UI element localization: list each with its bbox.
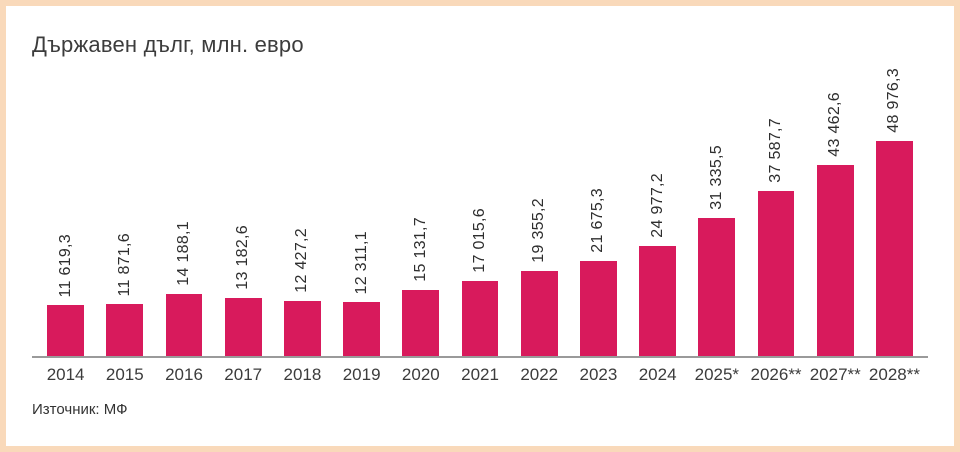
bar-column: 12 311,1 — [332, 230, 391, 356]
x-axis-tick-label: 2022 — [520, 365, 559, 384]
x-axis-tick-label: 2024 — [638, 365, 677, 384]
x-axis-tick-label: 2020 — [401, 365, 440, 384]
bar — [402, 290, 440, 356]
bar-column: 11 871,6 — [95, 232, 154, 356]
x-axis-tick-label: 2026** — [750, 365, 802, 384]
bar-column: 31 335,5 — [687, 145, 746, 356]
bar-column: 14 188,1 — [154, 221, 213, 356]
x-axis-tick-label: 2019 — [342, 365, 381, 384]
x-axis-tick-label: 2027** — [809, 365, 861, 384]
bar — [520, 271, 558, 356]
bar-value-label: 11 871,6 — [115, 232, 133, 297]
bar-value-label: 43 462,6 — [826, 92, 844, 157]
bar-chart-plot-area: 11 619,3 11 871,6 14 188,1 13 182,6 12 4… — [32, 66, 928, 358]
chart-card: Държавен дълг, млн. евро 11 619,3 11 871… — [6, 6, 954, 446]
bar-value-label: 31 335,5 — [707, 145, 725, 210]
bar — [343, 302, 380, 356]
bar — [284, 301, 321, 356]
bar-value-label: 15 131,7 — [411, 217, 429, 282]
source-note: Източник: МФ — [32, 401, 128, 418]
x-axis-tick-label: 2023 — [579, 365, 618, 384]
bar-column: 11 619,3 — [36, 233, 95, 356]
bar-value-label: 37 587,7 — [767, 118, 785, 183]
x-axis-tick-label: 2025* — [694, 365, 740, 384]
bar-column: 37 587,7 — [746, 118, 805, 356]
bar — [816, 165, 854, 356]
bar-column: 48 976,3 — [865, 68, 924, 356]
bar — [698, 218, 736, 356]
bar — [224, 298, 262, 356]
bar-value-label: 13 182,6 — [234, 225, 252, 290]
bar-value-label: 24 977,2 — [648, 173, 666, 238]
bar-value-label: 21 675,3 — [589, 188, 607, 253]
bar-value-label: 11 619,3 — [56, 233, 74, 298]
x-axis-tick-label: 2021 — [461, 365, 499, 384]
chart-title: Държавен дълг, млн. евро — [32, 32, 304, 57]
bar — [461, 281, 499, 356]
x-axis-tick-label: 2018 — [283, 365, 322, 384]
bar-column: 13 182,6 — [214, 225, 273, 356]
x-axis: 2014 2015 2016 2017 2018 2019 2020 2021 … — [32, 365, 928, 385]
bar-column: 21 675,3 — [569, 188, 628, 356]
x-axis-tick-label: 2015 — [105, 365, 144, 384]
bar — [47, 305, 84, 356]
bar-column: 12 427,2 — [273, 228, 332, 356]
x-axis-tick-label: 2014 — [46, 365, 85, 384]
x-axis-tick-label: 2017 — [224, 365, 263, 384]
bar — [106, 304, 144, 356]
bar-value-label: 12 427,2 — [293, 228, 311, 293]
bar — [580, 261, 617, 356]
bar-column: 24 977,2 — [628, 173, 687, 356]
bar-column: 15 131,7 — [391, 217, 450, 356]
bar — [757, 191, 795, 356]
bar — [876, 141, 913, 356]
bar-value-label: 17 015,6 — [471, 208, 489, 273]
bar-value-label: 12 311,1 — [352, 230, 370, 295]
bar-value-label: 48 976,3 — [885, 68, 903, 133]
bar-value-label: 19 355,2 — [530, 198, 548, 263]
x-axis-tick-label: 2016 — [165, 365, 203, 384]
bar — [639, 246, 676, 356]
bar-column: 17 015,6 — [450, 208, 509, 356]
bar — [165, 294, 203, 356]
bar-column: 19 355,2 — [510, 198, 569, 356]
bar-value-label: 14 188,1 — [175, 221, 192, 286]
bar-column: 43 462,6 — [806, 92, 865, 356]
x-axis-tick-label: 2028** — [868, 365, 920, 384]
